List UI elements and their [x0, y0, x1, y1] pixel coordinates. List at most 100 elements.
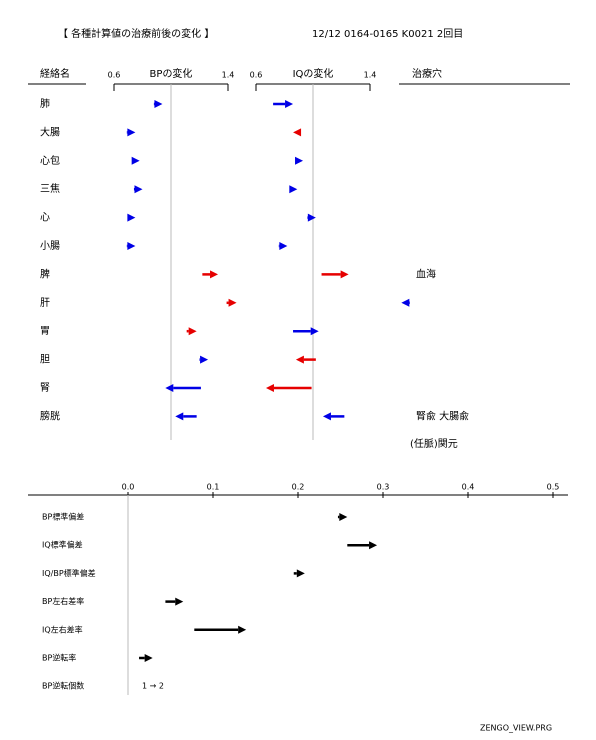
panel-title: IQの変化 — [293, 67, 334, 80]
arrow — [126, 242, 136, 250]
arrow-head — [131, 156, 140, 165]
arrow-head — [210, 270, 219, 279]
treatment-point: 腎兪 大腸兪 — [416, 409, 469, 422]
arrow-head — [154, 100, 163, 108]
tick-label: 0.2 — [292, 483, 305, 492]
arrow-head — [175, 412, 184, 421]
arrow — [133, 185, 143, 194]
arrow-head — [295, 156, 304, 165]
meridian-label: 胆 — [40, 354, 50, 366]
arrow-head — [228, 298, 237, 307]
arrow — [126, 128, 136, 137]
arrow — [295, 355, 316, 364]
arrow-head — [322, 412, 331, 421]
tick-label: 0.3 — [377, 483, 390, 492]
arrow-head — [175, 597, 184, 606]
row-header: 経絡名 — [40, 67, 70, 80]
meridian-label: 膀胱 — [40, 409, 60, 422]
meridian-label: 肝 — [40, 297, 50, 309]
meridian-label: 大腸 — [40, 125, 60, 138]
meridian-label: 腎 — [40, 382, 50, 394]
title: 【 各種計算値の治療前後の変化 】 — [58, 27, 214, 40]
tick-label: 0.4 — [462, 483, 475, 492]
meridian-label: 脾 — [40, 267, 50, 280]
arrow-head — [134, 185, 143, 194]
row-label: BP左右差率 — [42, 596, 84, 606]
arrow — [139, 654, 153, 662]
arrow-head — [401, 298, 410, 307]
row-label: BP標準偏差 — [42, 512, 84, 522]
arrow — [293, 569, 305, 578]
arrow — [321, 270, 349, 279]
arrow-head — [285, 100, 294, 108]
arrow-head — [293, 128, 302, 137]
arrow — [322, 412, 345, 421]
row-label: IQ/BP標準偏差 — [42, 568, 96, 578]
arrow — [199, 355, 209, 364]
arrow — [165, 384, 201, 392]
arrow-head — [265, 384, 274, 392]
tick-label: 0.6 — [108, 71, 121, 80]
tick-label: 1.4 — [222, 71, 235, 80]
treatment-extra: (任脈)関元 — [410, 437, 458, 450]
footer: ZENGO_VIEW.PRG — [480, 724, 552, 733]
meridian-label: 心 — [40, 212, 50, 224]
info: 12/12 0164-0165 K0021 2回目 — [312, 28, 463, 40]
arrow — [175, 412, 197, 421]
arrow — [226, 298, 237, 307]
row-label: IQ標準偏差 — [42, 540, 83, 550]
treatment-header: 治療穴 — [412, 67, 442, 80]
arrow — [278, 242, 288, 250]
row-label: BP逆転個数 — [42, 681, 84, 691]
arrow-head — [127, 242, 136, 250]
arrow — [265, 384, 312, 392]
tick-label: 0.6 — [250, 71, 263, 80]
arrow — [347, 541, 378, 550]
arrow-head — [127, 128, 136, 137]
arrow — [127, 213, 136, 222]
arrow — [186, 327, 197, 336]
arrow — [165, 597, 184, 606]
tick-label: 1.4 — [364, 71, 377, 80]
arrow-head — [307, 213, 316, 222]
arrow-head — [339, 513, 348, 521]
treatment-point: 血海 — [416, 267, 436, 280]
arrow-head — [340, 270, 349, 279]
arrow — [273, 100, 294, 108]
arrow-head — [127, 213, 136, 222]
meridian-label: 小腸 — [40, 240, 60, 252]
arrow — [307, 213, 316, 222]
meridian-label: 心包 — [40, 154, 60, 167]
row-label: IQ左右差率 — [42, 624, 83, 634]
arrow — [194, 625, 247, 634]
arrow — [337, 513, 348, 521]
meridian-label: 肺 — [40, 98, 50, 110]
panel-title: BPの変化 — [150, 67, 193, 80]
arrow-head — [369, 541, 378, 550]
arrow — [293, 327, 319, 336]
arrow — [295, 156, 304, 165]
arrow — [131, 156, 140, 165]
arrow-head — [296, 569, 305, 578]
arrow-head — [310, 327, 319, 336]
row-label: BP逆転率 — [42, 653, 76, 663]
arrow-head — [295, 355, 304, 364]
arrow — [202, 270, 219, 279]
arrow — [401, 298, 410, 307]
tick-label: 0.5 — [547, 483, 560, 492]
arrow-head — [144, 654, 153, 662]
tick-label: 0.0 — [122, 483, 135, 492]
meridian-label: 三焦 — [40, 182, 60, 195]
arrow — [289, 185, 298, 194]
tick-label: 0.1 — [207, 483, 220, 492]
arrow-head — [165, 384, 174, 392]
meridian-label: 胃 — [40, 325, 50, 337]
arrow-head — [279, 242, 288, 250]
arrow-head — [238, 625, 247, 634]
arrow-head — [200, 355, 209, 364]
arrow — [293, 128, 302, 137]
arrow — [153, 100, 163, 108]
arrow-head — [289, 185, 298, 194]
